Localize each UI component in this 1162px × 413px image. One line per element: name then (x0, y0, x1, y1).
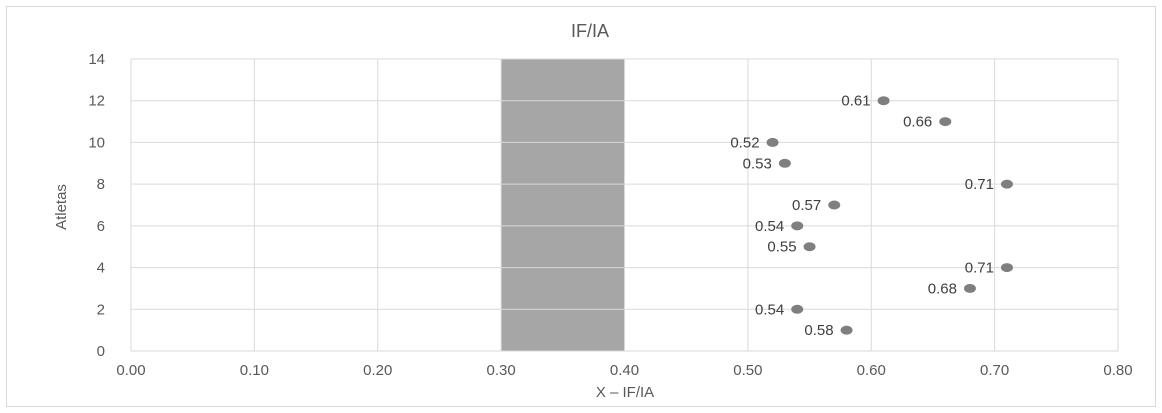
y-tick-label: 12 (88, 93, 105, 110)
data-label: 0.66 (903, 114, 932, 131)
chart-title: IF/IA (571, 21, 609, 41)
data-label: 0.71 (965, 176, 994, 193)
point-layer (766, 96, 1013, 335)
data-label: 0.71 (965, 260, 994, 277)
data-label: 0.57 (792, 197, 821, 214)
y-tick-label: 4 (97, 260, 105, 277)
x-tick-label: 0.50 (733, 362, 762, 379)
data-point (791, 221, 804, 231)
x-tick-label: 0.40 (610, 362, 639, 379)
y-tick-label: 2 (97, 301, 105, 318)
data-point (963, 283, 976, 293)
data-label: 0.68 (928, 280, 957, 297)
y-tick-label: 10 (88, 134, 105, 151)
data-point (791, 304, 804, 314)
data-label: 0.55 (767, 239, 796, 256)
data-point (840, 325, 853, 335)
y-tick-label: 14 (88, 51, 105, 68)
y-tick-label: 8 (97, 176, 105, 193)
x-tick-label: 0.10 (240, 362, 269, 379)
data-point (939, 117, 952, 127)
data-label: 0.53 (743, 155, 772, 172)
shaded-band (501, 59, 625, 351)
data-label: 0.54 (755, 301, 784, 318)
data-label-layer: 0.58 0.54 0.68 0.71 0.55 0.54 0.57 0.71 0.53 0.52… (730, 93, 994, 339)
x-tick-label: 0.60 (857, 362, 886, 379)
y-tick-label: 6 (97, 218, 105, 235)
data-point (778, 158, 791, 168)
data-label: 0.52 (730, 134, 759, 151)
x-tick-label: 0.70 (980, 362, 1009, 379)
y-axis-label: Atletas (53, 184, 70, 230)
data-label: 0.58 (804, 322, 833, 339)
data-label: 0.54 (755, 218, 784, 235)
x-tick-label: 0.80 (1103, 362, 1132, 379)
x-tick-label: 0.00 (116, 362, 145, 379)
x-tick-label: 0.30 (487, 362, 516, 379)
x-axis-label: X – IF/IA (596, 384, 654, 401)
grid-layer (130, 58, 1119, 352)
data-point (828, 200, 841, 210)
data-point (1000, 263, 1013, 273)
data-point (766, 137, 779, 147)
data-label: 0.61 (841, 93, 870, 110)
shaded-band-layer (501, 59, 625, 351)
data-point (1000, 179, 1013, 189)
data-point (803, 242, 816, 252)
tick-label-layer: 0 2 4 6 8 10 12 14 0.00 0.10 0.20 0.30 0.40 0.50 0.60 0… (88, 51, 1132, 379)
data-point (877, 96, 890, 106)
y-tick-label: 0 (97, 343, 105, 360)
x-tick-label: 0.20 (363, 362, 392, 379)
